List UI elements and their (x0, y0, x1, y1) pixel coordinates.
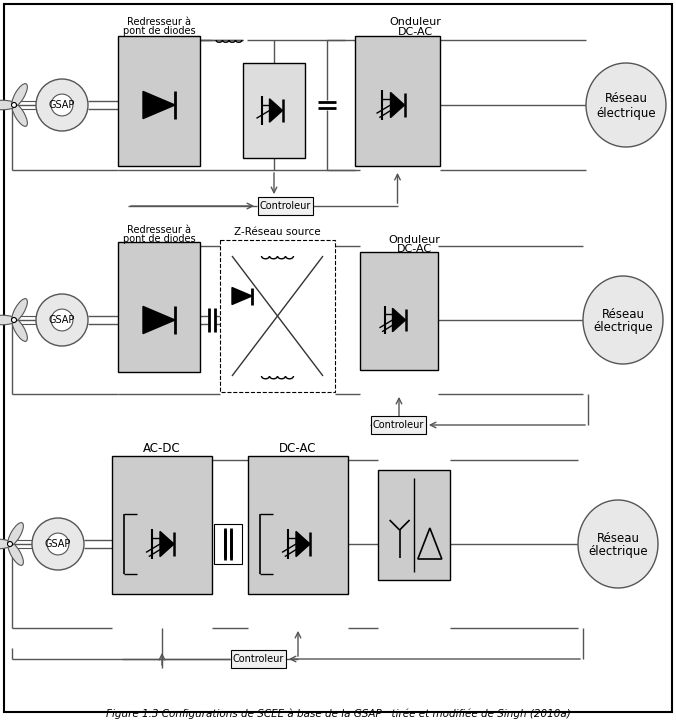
Text: DC-AC: DC-AC (279, 441, 317, 454)
Ellipse shape (586, 63, 666, 147)
Polygon shape (160, 531, 174, 557)
Polygon shape (143, 306, 175, 333)
Text: Figure 1.3 Configurations de SCEE à base de la GSAP   tirée et modifiée de Singh: Figure 1.3 Configurations de SCEE à base… (105, 709, 571, 719)
Text: Réseau: Réseau (604, 92, 648, 106)
Polygon shape (393, 308, 406, 332)
Text: pont de diodes: pont de diodes (122, 234, 195, 244)
Circle shape (47, 533, 69, 555)
Ellipse shape (12, 318, 27, 341)
Text: DC-AC: DC-AC (398, 27, 433, 37)
Ellipse shape (0, 315, 16, 325)
Polygon shape (143, 92, 175, 119)
Ellipse shape (583, 276, 663, 364)
Circle shape (51, 309, 73, 331)
Text: Redresseur à: Redresseur à (127, 17, 191, 27)
Text: Onduleur: Onduleur (389, 17, 441, 27)
Bar (370, 416, 425, 434)
Ellipse shape (12, 84, 27, 107)
Circle shape (11, 103, 16, 108)
Text: Redresseur à: Redresseur à (127, 225, 191, 235)
Text: électrique: électrique (593, 322, 653, 334)
Text: Onduleur: Onduleur (388, 235, 440, 245)
Ellipse shape (36, 79, 88, 131)
Polygon shape (391, 92, 404, 118)
Text: GSAP: GSAP (49, 100, 75, 110)
Bar (243, 63, 305, 158)
Ellipse shape (8, 542, 24, 566)
Polygon shape (232, 288, 252, 304)
Bar (118, 242, 200, 372)
Polygon shape (270, 99, 283, 122)
Text: électrique: électrique (588, 545, 648, 558)
Bar (258, 197, 312, 215)
Text: électrique: électrique (596, 106, 656, 119)
Bar (355, 36, 440, 166)
Circle shape (51, 94, 73, 116)
Bar (220, 240, 335, 392)
Text: Réseau: Réseau (596, 531, 639, 545)
Ellipse shape (12, 103, 27, 127)
Bar (360, 252, 438, 370)
Polygon shape (296, 531, 310, 557)
Ellipse shape (12, 298, 27, 322)
Bar (231, 650, 285, 668)
Ellipse shape (8, 523, 24, 546)
Text: Réseau: Réseau (602, 307, 644, 320)
Ellipse shape (0, 100, 16, 110)
Text: Controleur: Controleur (372, 420, 424, 430)
Text: pont de diodes: pont de diodes (122, 26, 195, 36)
Bar (118, 36, 200, 166)
Ellipse shape (32, 518, 84, 570)
Bar (214, 524, 242, 564)
Text: AC-DC: AC-DC (143, 441, 181, 454)
Circle shape (11, 317, 16, 323)
Text: Controleur: Controleur (260, 201, 311, 211)
Ellipse shape (578, 500, 658, 588)
Text: DC-AC: DC-AC (396, 244, 431, 254)
Ellipse shape (0, 539, 12, 549)
Bar (112, 456, 212, 594)
Text: GSAP: GSAP (49, 315, 75, 325)
Ellipse shape (36, 294, 88, 346)
Bar (378, 470, 450, 580)
Text: Z-Réseau source: Z-Réseau source (234, 227, 321, 237)
Bar (248, 456, 348, 594)
Text: GSAP: GSAP (45, 539, 71, 549)
Text: Controleur: Controleur (233, 654, 284, 664)
Circle shape (7, 542, 12, 547)
